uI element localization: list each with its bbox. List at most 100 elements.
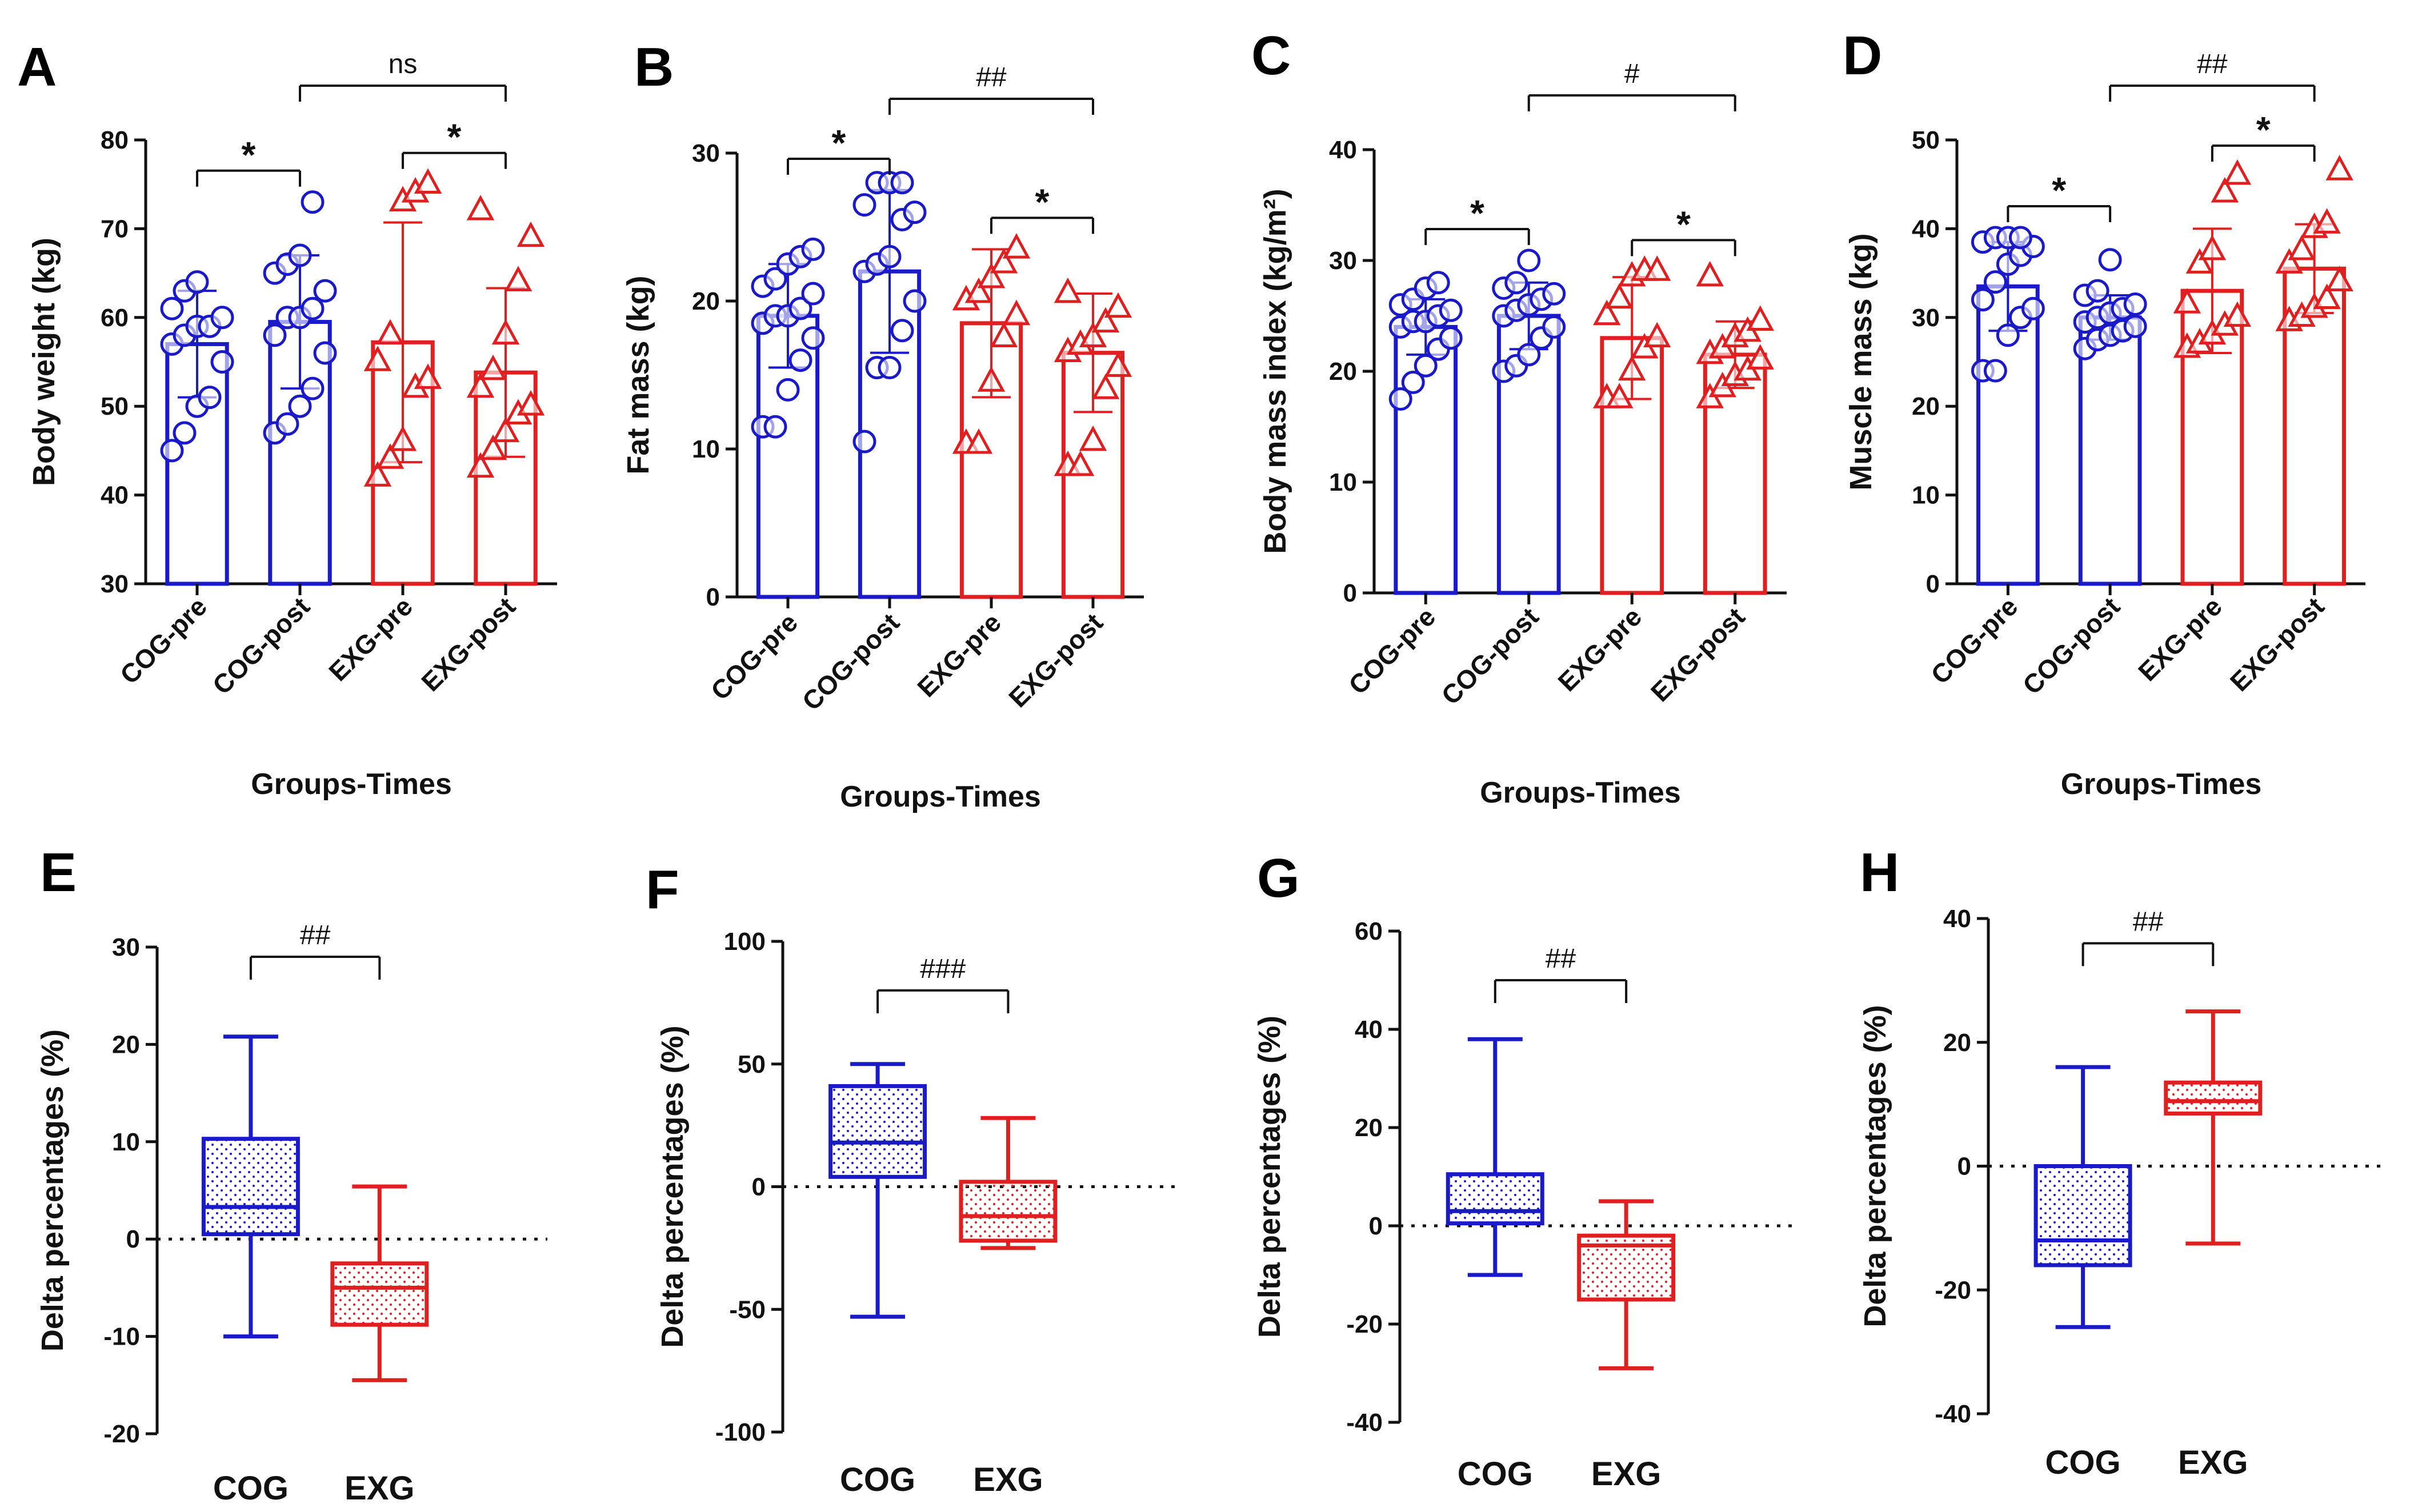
data-point: [1079, 322, 1107, 348]
data-point: [1983, 359, 2007, 383]
data-point: [852, 430, 876, 454]
y-axis-title: Body weight (kg): [27, 238, 61, 486]
y-tick-label: 60: [101, 304, 129, 332]
data-point: [1002, 299, 1031, 326]
data-point: [1542, 315, 1566, 339]
data-point: [1971, 288, 1995, 312]
data-point: [2325, 155, 2353, 181]
data-point: [1401, 370, 1425, 394]
x-axis-title: Groups-Times: [251, 768, 452, 801]
data-point: [504, 266, 533, 291]
data-point: [1104, 351, 1132, 377]
sig-label: #: [1624, 59, 1640, 89]
data-point: [1618, 355, 1646, 381]
panel-E: E -20 -10 0 10 20 30 Delta percentages (%) COG EX…: [35, 842, 547, 1507]
y-tick-label: 100: [724, 928, 766, 956]
y-tick-label: -20: [1935, 1276, 1971, 1304]
x-tick-label: COG: [2045, 1444, 2121, 1481]
y-axis-title: Body mass index (kg/m²): [1258, 189, 1292, 554]
y-axis-title: Delta percentages (%): [35, 1029, 70, 1351]
data-point: [2173, 288, 2201, 314]
sig-label: ###: [920, 954, 966, 984]
y-tick-label: 20: [1943, 1029, 1971, 1057]
y-tick-label: 0: [706, 583, 720, 611]
x-axis-title: Groups-Times: [1480, 776, 1681, 809]
data-point: [210, 350, 234, 374]
sig-label: ##: [976, 62, 1007, 93]
y-tick-label: 20: [692, 287, 720, 315]
data-point: [288, 243, 312, 267]
panel-letter: E: [40, 842, 77, 903]
data-point: [263, 323, 287, 347]
y-tick-label: 40: [101, 482, 129, 510]
data-point: [2123, 292, 2147, 316]
data-point: [890, 319, 914, 343]
x-tick-label: COG-pre: [705, 607, 803, 705]
data-point: [2288, 235, 2316, 260]
data-point: [990, 322, 1018, 348]
x-tick-label: COG-post: [2017, 591, 2125, 700]
sig-label: *: [242, 134, 256, 175]
data-point: [964, 428, 993, 454]
y-tick-label: 30: [112, 933, 140, 961]
data-point: [1606, 283, 1634, 309]
data-point: [414, 363, 442, 389]
y-tick-label: 60: [1355, 917, 1383, 945]
y-tick-label: -100: [715, 1418, 766, 1446]
data-point: [198, 386, 222, 410]
data-point: [990, 248, 1018, 274]
y-tick-label: 40: [1355, 1016, 1383, 1044]
data-point: [2098, 248, 2122, 272]
data-point: [1426, 271, 1450, 295]
data-point: [852, 193, 876, 217]
data-point: [2085, 279, 2109, 303]
box: [1446, 1172, 1544, 1226]
data-point: [2325, 266, 2353, 291]
panel-letter: B: [634, 37, 674, 98]
data-point: [763, 267, 787, 291]
y-axis-title: Delta percentages (%): [655, 1025, 690, 1347]
y-tick-label: 40: [1943, 905, 1971, 933]
data-point: [801, 326, 825, 350]
data-point: [1983, 270, 2007, 294]
data-point: [1643, 255, 1671, 281]
sig-label: *: [832, 122, 846, 163]
data-point: [1696, 260, 1724, 287]
data-point: [173, 421, 197, 445]
sig-label: *: [1470, 192, 1484, 234]
data-point: [1593, 299, 1621, 326]
x-tick-label: EXG: [2178, 1444, 2248, 1481]
y-tick-label: 50: [1912, 126, 1940, 154]
data-point: [2185, 248, 2214, 274]
data-point: [1002, 233, 1031, 259]
box: [201, 1137, 300, 1237]
data-point: [1439, 326, 1463, 350]
data-point: [466, 452, 495, 478]
x-tick-label: COG-pre: [1925, 591, 2023, 689]
x-tick-label: EXG-post: [1645, 601, 1751, 707]
data-point: [1517, 248, 1541, 272]
data-point: [363, 461, 392, 487]
data-point: [2123, 314, 2147, 338]
y-tick-label: 0: [1343, 579, 1357, 607]
box: [2164, 1080, 2263, 1116]
data-point: [301, 376, 325, 400]
data-point: [2021, 296, 2045, 320]
data-point: [1517, 343, 1541, 367]
y-tick-label: 40: [1329, 136, 1357, 164]
panel-G: G -40 -20 0 20 40 60 Delta percentages (%) COG EX…: [1252, 848, 1797, 1493]
y-tick-label: -50: [729, 1296, 766, 1323]
x-tick-label: COG-pre: [1343, 601, 1441, 700]
data-point: [801, 237, 825, 261]
data-point: [878, 244, 902, 268]
data-point: [2223, 159, 2252, 185]
x-tick-label: COG: [213, 1470, 289, 1507]
panel-letter: C: [1251, 25, 1291, 86]
x-axis-title: Groups-Times: [2061, 768, 2262, 801]
sig-label: ns: [389, 49, 418, 79]
data-point: [466, 372, 495, 398]
sig-label: *: [2052, 170, 2066, 211]
panel-letter: G: [1257, 848, 1300, 909]
box: [959, 1180, 1058, 1243]
